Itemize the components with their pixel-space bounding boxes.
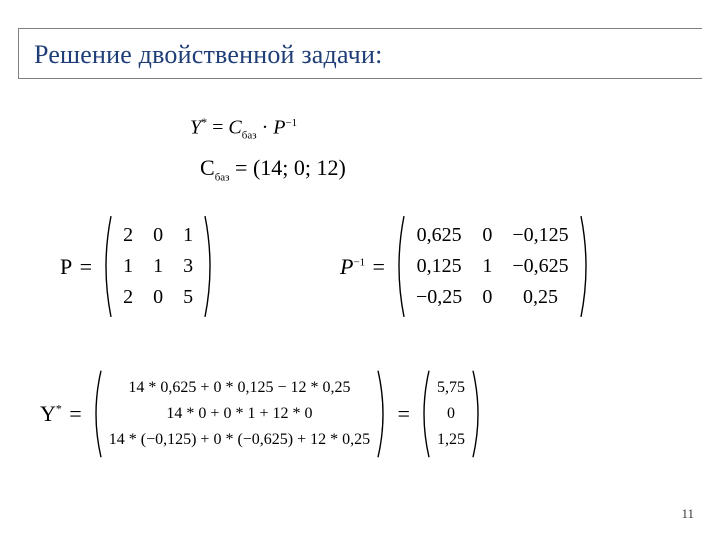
cell: 0: [472, 282, 502, 313]
equation-1: Y* = Cбаз · P−1: [190, 115, 297, 142]
page-number: 11: [681, 506, 694, 522]
matrix-pinv-eq: =: [371, 254, 386, 280]
matrix-result-table: 5,75 0 1,25: [431, 375, 471, 453]
matrix-pinv-label: P−1: [340, 254, 365, 280]
equation-2: Cбаз = (14; 0; 12): [200, 155, 346, 183]
cell: 0: [431, 401, 471, 427]
matrix-result: 5,75 0 1,25: [417, 375, 485, 453]
matrix-p: 201 113 205: [99, 220, 217, 313]
eq3-lhs: Y*: [40, 401, 62, 427]
matrix-p-table: 201 113 205: [113, 220, 203, 313]
eq1-p-sup: −1: [285, 117, 297, 129]
eq2-c: C: [200, 155, 215, 180]
cell: 1: [472, 251, 502, 282]
paren-right-icon: [471, 369, 485, 459]
cell: 1: [113, 251, 143, 282]
eq1-c: C: [228, 117, 241, 139]
slide: Решение двойственной задачи: Y* = Cбаз ·…: [0, 0, 720, 540]
content-area: Y* = Cбаз · P−1 Cбаз = (14; 0; 12) P = 2…: [40, 95, 680, 490]
paren-right-icon: [579, 214, 593, 319]
paren-right-icon: [203, 214, 217, 319]
cell: 1,25: [431, 427, 471, 453]
pinv-label-sup: −1: [353, 256, 365, 268]
eq1-lhs: Y: [190, 117, 201, 139]
matrix-pinv-table: 0,6250−0,125 0,1251−0,625 −0,2500,25: [406, 220, 579, 313]
eq1-lhs-sup: *: [201, 115, 207, 129]
paren-left-icon: [99, 214, 113, 319]
cell: 2: [113, 282, 143, 313]
equation-3: Y* = 14 * 0,625 + 0 * 0,125 − 12 * 0,25 …: [40, 375, 485, 453]
matrix-p-eq: =: [78, 254, 93, 280]
matrix-pinv: 0,6250−0,125 0,1251−0,625 −0,2500,25: [392, 220, 593, 313]
paren-left-icon: [89, 369, 103, 459]
cell: −0,125: [502, 220, 578, 251]
eq1-eq: =: [212, 117, 223, 139]
rule-bottom: [18, 78, 702, 79]
cell: 14 * 0 + 0 * 1 + 12 * 0: [103, 401, 376, 427]
paren-left-icon: [392, 214, 406, 319]
matrix-p-label: P: [60, 254, 72, 280]
cell: 5,75: [431, 375, 471, 401]
rule-left: [18, 28, 19, 78]
eq3-eq2: =: [396, 401, 411, 427]
matrix-work: 14 * 0,625 + 0 * 0,125 − 12 * 0,25 14 * …: [89, 375, 390, 453]
cell: −0,625: [502, 251, 578, 282]
matrix-p-block: P = 201 113 205: [60, 220, 217, 313]
cell: 1: [143, 251, 173, 282]
cell: 0: [143, 282, 173, 313]
eq3-lhs-text: Y: [40, 401, 56, 426]
paren-left-icon: [417, 369, 431, 459]
matrix-work-table: 14 * 0,625 + 0 * 0,125 − 12 * 0,25 14 * …: [103, 375, 376, 453]
cell: 0: [143, 220, 173, 251]
cell: 0,125: [406, 251, 472, 282]
cell: 14 * (−0,125) + 0 * (−0,625) + 12 * 0,25: [103, 427, 376, 453]
eq2-c-sub: баз: [215, 171, 230, 183]
eq2-eq: =: [235, 155, 247, 180]
pinv-label-text: P: [340, 254, 353, 279]
cell: 3: [173, 251, 203, 282]
cell: −0,25: [406, 282, 472, 313]
eq3-eq: =: [68, 401, 83, 427]
cell: 0,625: [406, 220, 472, 251]
cell: 0,25: [502, 282, 578, 313]
eq3-lhs-sup: *: [56, 402, 62, 416]
cell: 0: [472, 220, 502, 251]
matrix-pinv-block: P−1 = 0,6250−0,125 0,1251−0,625 −0,2500,…: [340, 220, 593, 313]
eq1-p: P: [273, 117, 285, 139]
cell: 5: [173, 282, 203, 313]
rule-top: [18, 28, 702, 29]
eq2-tuple: (14; 0; 12): [253, 155, 346, 180]
slide-title: Решение двойственной задачи:: [34, 40, 383, 70]
eq1-c-sub: баз: [242, 130, 257, 142]
cell: 14 * 0,625 + 0 * 0,125 − 12 * 0,25: [103, 375, 376, 401]
cell: 2: [113, 220, 143, 251]
paren-right-icon: [376, 369, 390, 459]
eq1-dot: ·: [262, 117, 269, 139]
cell: 1: [173, 220, 203, 251]
